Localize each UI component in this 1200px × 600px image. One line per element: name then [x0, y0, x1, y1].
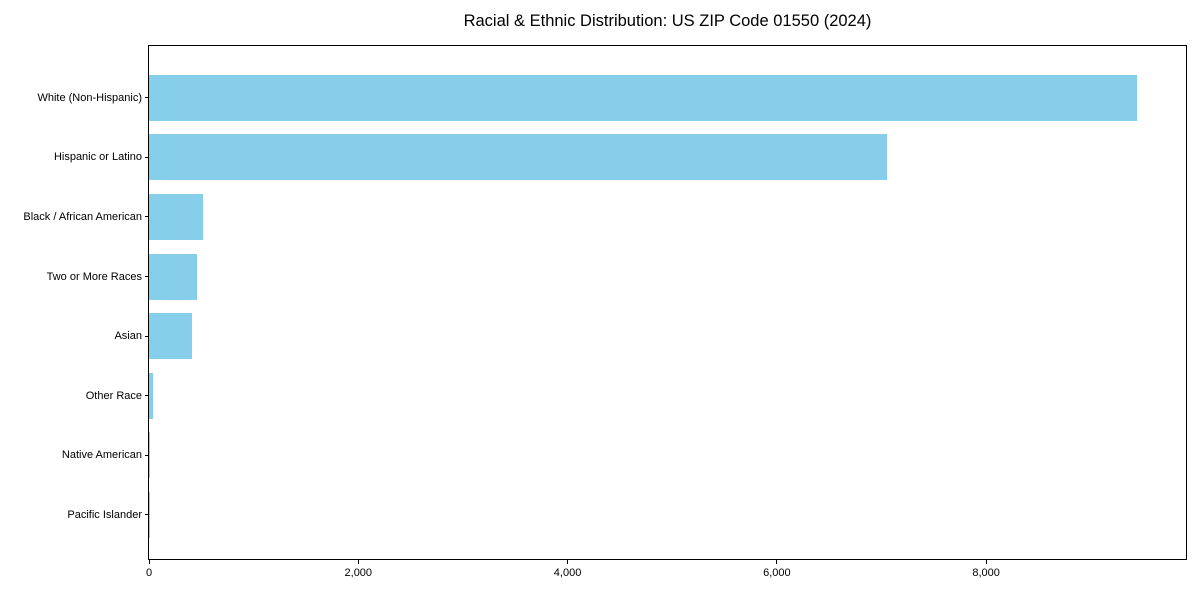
x-tick-label: 2,000: [344, 567, 373, 579]
x-tick-mark: [776, 560, 778, 564]
y-tick-mark: [145, 335, 149, 337]
y-tick-label: Black / African American: [23, 210, 142, 223]
x-tick-mark: [148, 560, 150, 564]
y-tick-label: Asian: [114, 330, 142, 343]
bar: [149, 253, 197, 300]
y-tick-mark: [145, 156, 149, 158]
bar: [149, 134, 887, 181]
x-tick-label: 0: [145, 567, 153, 579]
chart-title: Racial & Ethnic Distribution: US ZIP Cod…: [463, 12, 872, 30]
y-tick-label: Other Race: [85, 389, 142, 402]
x-tick-label: 6,000: [763, 567, 791, 579]
y-tick-label: Two or More Races: [46, 270, 142, 283]
y-tick-mark: [145, 454, 149, 456]
y-tick-label: Native American: [61, 449, 142, 462]
y-tick-label: White (Non-Hispanic): [37, 91, 142, 104]
bar: [149, 313, 193, 360]
x-tick-label: 4,000: [553, 567, 582, 579]
x-tick-mark: [985, 560, 987, 564]
y-tick-label: Pacific Islander: [67, 508, 142, 521]
plot-area: [148, 45, 1187, 560]
x-tick-mark: [567, 560, 569, 564]
x-tick-mark: [357, 560, 359, 564]
y-tick-mark: [145, 97, 149, 99]
y-tick-label: Hispanic or Latino: [53, 151, 142, 164]
bar: [149, 193, 203, 240]
bar: [149, 372, 153, 419]
y-tick-mark: [145, 395, 149, 397]
bar: [149, 432, 150, 479]
y-tick-mark: [145, 276, 149, 277]
bar: [149, 74, 1137, 121]
y-tick-mark: [145, 514, 149, 516]
y-tick-mark: [145, 216, 149, 218]
x-tick-label: 8,000: [972, 567, 1000, 579]
